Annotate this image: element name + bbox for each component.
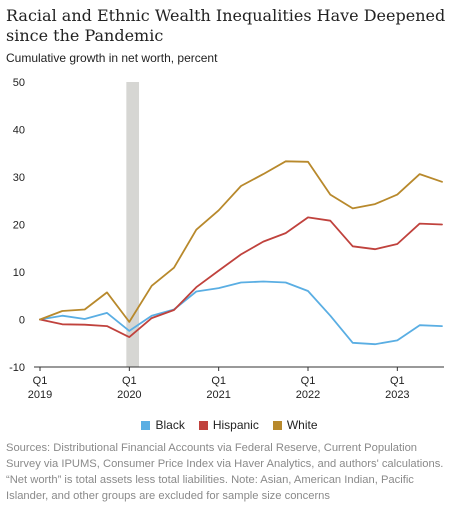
line-chart: 50 40 30 20 10 0 -10 Q1 2019 Q1 2020 Q1 2021 Q1 2022 Q1…: [9, 77, 444, 401]
footnote: Sources: Distributional Financial Accoun…: [6, 442, 444, 502]
y-tick-label: 10: [13, 267, 25, 279]
legend-label: Black: [155, 418, 185, 432]
x-tick-year: 2022: [296, 389, 320, 401]
y-tick-label: 30: [13, 172, 25, 184]
x-tick-label: Q1: [301, 375, 316, 387]
legend-swatch: [272, 420, 282, 430]
x-tick-label: Q1: [211, 375, 226, 387]
chart-subtitle: Cumulative growth in net worth, percent: [6, 51, 218, 65]
y-tick-label: 0: [19, 315, 25, 327]
series-line-white: [39, 160, 443, 323]
x-tick-year: 2019: [28, 389, 52, 401]
y-tick-label: 50: [13, 77, 25, 89]
x-tick-label: Q1: [122, 375, 137, 387]
legend-label: White: [286, 418, 318, 432]
x-tick-label: Q1: [390, 375, 405, 387]
chart-legend: Black Hispanic White: [0, 418, 459, 432]
y-tick-label: 40: [13, 125, 25, 137]
y-tick-label: 20: [13, 220, 25, 232]
x-tick-label: Q1: [33, 375, 48, 387]
series-line-hispanic: [39, 216, 443, 339]
x-tick-year: 2020: [117, 389, 141, 401]
series-line-black: [39, 280, 443, 346]
pandemic-band: [126, 82, 140, 367]
legend-swatch: [141, 420, 151, 430]
chart-title: Racial and Ethnic Wealth Inequalities Ha…: [6, 6, 446, 45]
x-tick-year: 2023: [385, 389, 409, 401]
legend-item-white: White: [272, 418, 318, 432]
y-tick-label: -10: [9, 362, 25, 374]
legend-label: Hispanic: [212, 418, 259, 432]
legend-swatch: [198, 420, 208, 430]
x-tick-year: 2021: [206, 389, 230, 401]
legend-item-black: Black: [141, 418, 185, 432]
legend-item-hispanic: Hispanic: [198, 418, 259, 432]
